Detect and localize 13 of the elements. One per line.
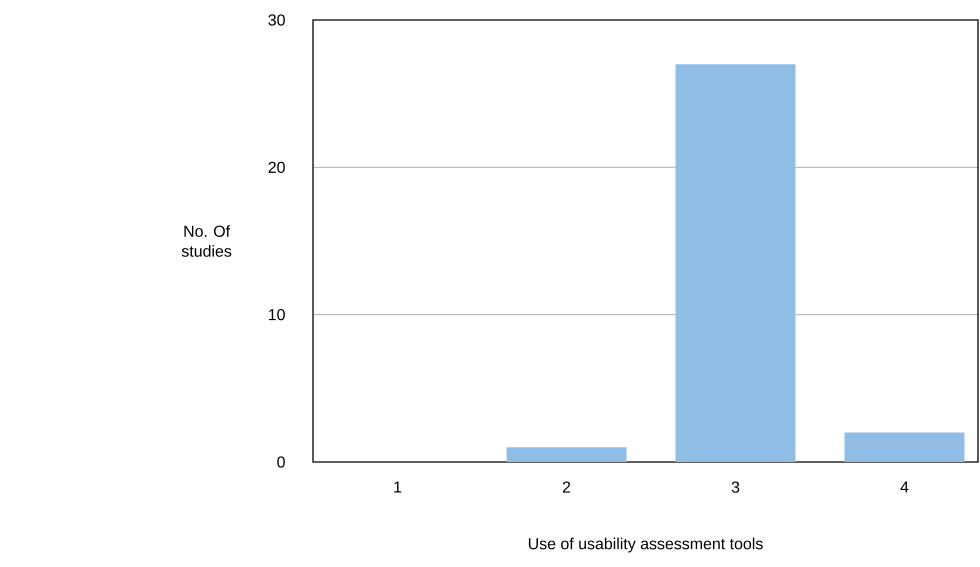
x-tick-label: 1 bbox=[394, 482, 402, 492]
bar bbox=[676, 64, 796, 462]
y-tick-label: 0 bbox=[277, 456, 285, 468]
y-tick-label: 10 bbox=[268, 309, 285, 320]
bar bbox=[506, 447, 627, 462]
y-tick-label: 30 bbox=[268, 14, 285, 26]
x-tick-label: 3 bbox=[732, 482, 740, 493]
y-axis-title: No. Of studies bbox=[182, 225, 232, 257]
x-tick-label: 2 bbox=[562, 482, 570, 493]
y-tick-label: 20 bbox=[268, 162, 285, 173]
x-axis-title: Use of usability assessment tools bbox=[528, 538, 763, 552]
x-tick-label: 4 bbox=[900, 482, 908, 492]
bar bbox=[844, 432, 964, 462]
